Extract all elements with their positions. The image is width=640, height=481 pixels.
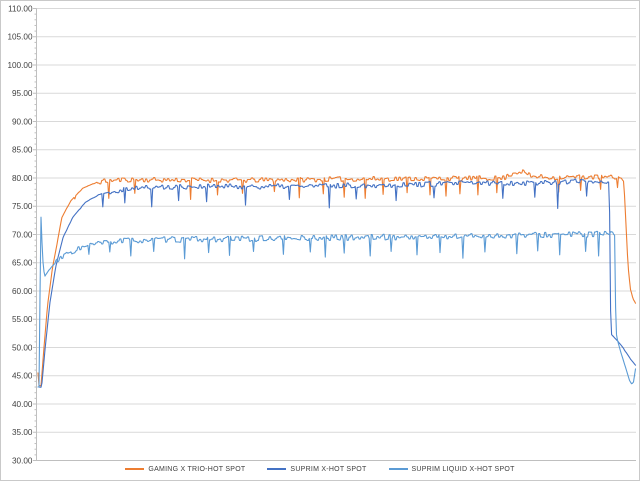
svg-text:85.00: 85.00 bbox=[12, 146, 33, 155]
y-axis bbox=[33, 8, 37, 461]
svg-text:75.00: 75.00 bbox=[12, 202, 33, 211]
series-gaming-x-trio-hot-spot bbox=[37, 169, 637, 387]
legend-item-gaming-x-trio-hot-spot: GAMING X TRIO-HOT SPOT bbox=[125, 466, 245, 473]
svg-text:65.00: 65.00 bbox=[12, 259, 33, 268]
legend: GAMING X TRIO-HOT SPOT SUPRIM X-HOT SPOT… bbox=[1, 460, 639, 478]
svg-text:105.00: 105.00 bbox=[7, 33, 32, 42]
svg-text:35.00: 35.00 bbox=[12, 428, 33, 437]
legend-line-swatch-orange bbox=[125, 468, 145, 470]
legend-line-swatch-light-blue bbox=[388, 468, 408, 470]
svg-text:100.00: 100.00 bbox=[7, 61, 32, 70]
gridlines bbox=[36, 8, 636, 461]
legend-item-suprim-x-hot-spot: SUPRIM X-HOT SPOT bbox=[267, 466, 366, 473]
svg-text:50.00: 50.00 bbox=[12, 343, 33, 352]
legend-label: SUPRIM X-HOT SPOT bbox=[290, 465, 367, 473]
legend-label: GAMING X TRIO-HOT SPOT bbox=[148, 465, 246, 473]
svg-text:60.00: 60.00 bbox=[12, 287, 33, 296]
svg-text:95.00: 95.00 bbox=[12, 89, 33, 98]
svg-text:70.00: 70.00 bbox=[12, 230, 33, 239]
legend-line-swatch-dark-blue bbox=[267, 468, 287, 470]
svg-text:40.00: 40.00 bbox=[12, 400, 33, 409]
svg-text:45.00: 45.00 bbox=[12, 372, 33, 381]
svg-text:55.00: 55.00 bbox=[12, 315, 33, 324]
y-axis-tick-labels: 110.00 105.00 100.00 95.00 90.00 85.00 80.00 75… bbox=[7, 4, 32, 465]
svg-text:90.00: 90.00 bbox=[12, 117, 33, 126]
legend-label: SUPRIM LIQUID X-HOT SPOT bbox=[411, 465, 515, 473]
svg-text:110.00: 110.00 bbox=[8, 4, 33, 13]
series-suprim-x-hot-spot bbox=[37, 178, 637, 388]
series-suprim-liquid-x-hot-spot bbox=[37, 216, 637, 388]
svg-text:80.00: 80.00 bbox=[12, 174, 33, 183]
svg-text:30.00: 30.00 bbox=[12, 456, 33, 465]
legend-item-suprim-liquid-x-hot-spot: SUPRIM LIQUID X-HOT SPOT bbox=[388, 465, 515, 473]
